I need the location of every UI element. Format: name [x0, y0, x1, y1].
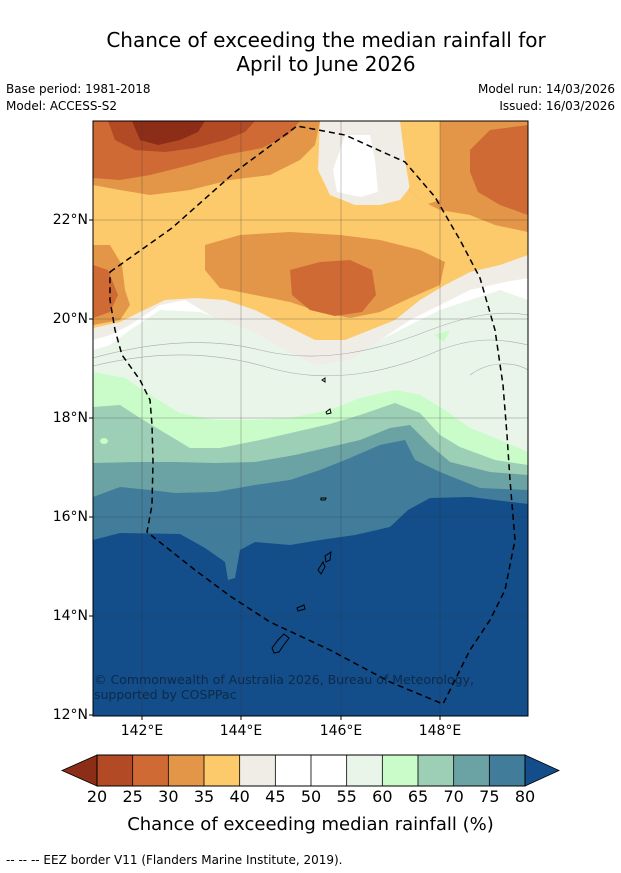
cb-tick-60: 60	[372, 787, 393, 806]
lat-label-12: 12°N	[52, 707, 88, 723]
cb-tick-20: 20	[86, 787, 108, 806]
band-top-right-yellow	[400, 121, 440, 205]
band-below-20	[132, 121, 205, 145]
eez-footnote: -- -- -- EEZ border V11 (Flanders Marine…	[6, 853, 343, 867]
model-run: Model run: 14/03/2026	[477, 82, 615, 96]
colorbar-segment-30_35	[167, 754, 205, 787]
small-island-patch	[100, 438, 108, 444]
contour-lines	[93, 312, 528, 377]
lon-label-142: 142°E	[120, 723, 164, 739]
colorbar-segments	[61, 754, 560, 787]
colorbar-segment-35_40	[203, 754, 241, 787]
cb-tick-45: 45	[265, 787, 286, 806]
band-25-30-west	[93, 265, 118, 318]
cb-tick-35: 35	[193, 787, 215, 806]
band-top-white	[333, 135, 378, 197]
cb-tick-30: 30	[158, 787, 179, 806]
colorbar-segment-25_30	[132, 754, 170, 787]
colorbar-arrow-below-20	[61, 754, 98, 787]
colorbar-segment-50_55	[310, 754, 348, 787]
lat-label-22: 22°N	[52, 212, 88, 228]
cb-tick-40: 40	[229, 787, 250, 806]
colorbar-segment-70_75	[453, 754, 491, 787]
lat-label-18: 18°N	[52, 410, 88, 426]
island-outlines	[271, 377, 332, 654]
colorbar-segment-40_45	[239, 754, 277, 787]
east-patch	[434, 330, 450, 342]
gridlines	[93, 121, 528, 716]
model-name: Model: ACCESS-S2	[6, 99, 118, 113]
lon-label-148: 148°E	[418, 723, 462, 739]
colorbar-arrow-above-80	[524, 754, 560, 787]
colorbar-segment-60_65	[381, 754, 419, 787]
lat-label-14: 14°N	[52, 608, 88, 624]
colorbar-segment-65_70	[417, 754, 455, 787]
band-25-30-topright	[470, 125, 528, 215]
cb-tick-75: 75	[479, 787, 500, 806]
cb-tick-65: 65	[407, 787, 429, 806]
colorbar-frame	[96, 754, 526, 787]
colorbar-segment-20_25	[96, 754, 134, 787]
cb-tick-70: 70	[443, 787, 464, 806]
base-period: Base period: 1981-2018	[6, 82, 151, 96]
meta-right: Model run: 14/03/2026 Issued: 16/03/2026	[478, 82, 615, 116]
cb-tick-55: 55	[336, 787, 357, 806]
eez-border	[109, 125, 516, 705]
lon-label-146: 146°E	[319, 723, 363, 739]
copyright-credit: © Commonwealth of Australia 2026, Bureau…	[94, 672, 474, 702]
cb-tick-25: 25	[122, 787, 143, 806]
colorbar-segment-75_80	[488, 754, 526, 787]
tick-marks	[89, 219, 441, 720]
cb-tick-50: 50	[300, 787, 322, 806]
colorbar-segment-55_60	[346, 754, 384, 787]
lat-label-16: 16°N	[52, 509, 88, 525]
colorbar-segment-45_50	[274, 754, 312, 787]
issued-date: Issued: 16/03/2026	[499, 99, 615, 113]
chart-title: Chance of exceeding the median rainfall …	[0, 28, 621, 76]
colorbar-label: Chance of exceeding median rainfall (%)	[127, 814, 494, 835]
title-line-1: Chance of exceeding the median rainfall …	[106, 28, 546, 52]
cb-tick-80: 80	[514, 787, 536, 806]
title-line-2: April to June 2026	[236, 52, 416, 76]
band-25-30-center	[290, 260, 376, 316]
lat-label-20: 20°N	[52, 311, 88, 327]
lon-label-144: 144°E	[219, 723, 263, 739]
meta-left: Base period: 1981-2018 Model: ACCESS-S2	[6, 82, 151, 116]
